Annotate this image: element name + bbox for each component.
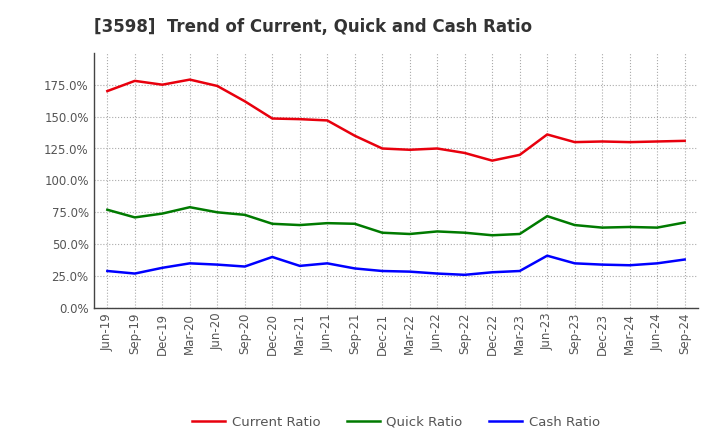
Quick Ratio: [186, 205, 194, 210]
Cash Ratio: [460, 272, 469, 278]
Current Ratio: [433, 146, 441, 151]
Quick Ratio: [378, 230, 387, 235]
Current Ratio: [516, 152, 524, 158]
Current Ratio: [323, 118, 332, 123]
Cash Ratio: [516, 268, 524, 274]
Cash Ratio: [378, 268, 387, 274]
Line: Cash Ratio: Cash Ratio: [107, 256, 685, 275]
Cash Ratio: [570, 260, 579, 266]
Quick Ratio: [295, 223, 304, 228]
Quick Ratio: [240, 212, 249, 217]
Cash Ratio: [543, 253, 552, 258]
Quick Ratio: [516, 231, 524, 237]
Cash Ratio: [680, 257, 689, 262]
Current Ratio: [405, 147, 414, 152]
Cash Ratio: [213, 262, 222, 267]
Current Ratio: [570, 139, 579, 145]
Current Ratio: [130, 78, 139, 84]
Cash Ratio: [186, 260, 194, 266]
Current Ratio: [460, 150, 469, 156]
Quick Ratio: [433, 229, 441, 234]
Quick Ratio: [543, 213, 552, 219]
Current Ratio: [626, 139, 634, 145]
Quick Ratio: [268, 221, 276, 227]
Quick Ratio: [405, 231, 414, 237]
Cash Ratio: [405, 269, 414, 274]
Quick Ratio: [598, 225, 606, 230]
Quick Ratio: [653, 225, 662, 230]
Current Ratio: [240, 99, 249, 104]
Cash Ratio: [626, 263, 634, 268]
Quick Ratio: [158, 211, 166, 216]
Quick Ratio: [323, 220, 332, 226]
Quick Ratio: [488, 233, 497, 238]
Current Ratio: [488, 158, 497, 163]
Legend: Current Ratio, Quick Ratio, Cash Ratio: Current Ratio, Quick Ratio, Cash Ratio: [187, 411, 605, 434]
Quick Ratio: [460, 230, 469, 235]
Cash Ratio: [323, 260, 332, 266]
Current Ratio: [158, 82, 166, 87]
Line: Quick Ratio: Quick Ratio: [107, 207, 685, 235]
Quick Ratio: [213, 210, 222, 215]
Quick Ratio: [680, 220, 689, 225]
Quick Ratio: [103, 207, 112, 213]
Current Ratio: [378, 146, 387, 151]
Line: Current Ratio: Current Ratio: [107, 80, 685, 161]
Current Ratio: [103, 88, 112, 94]
Quick Ratio: [570, 223, 579, 228]
Cash Ratio: [130, 271, 139, 276]
Cash Ratio: [295, 263, 304, 268]
Current Ratio: [268, 116, 276, 121]
Quick Ratio: [351, 221, 359, 227]
Cash Ratio: [433, 271, 441, 276]
Current Ratio: [186, 77, 194, 82]
Text: [3598]  Trend of Current, Quick and Cash Ratio: [3598] Trend of Current, Quick and Cash …: [94, 18, 532, 36]
Cash Ratio: [268, 254, 276, 260]
Current Ratio: [598, 139, 606, 144]
Cash Ratio: [653, 260, 662, 266]
Cash Ratio: [598, 262, 606, 267]
Cash Ratio: [351, 266, 359, 271]
Current Ratio: [653, 139, 662, 144]
Quick Ratio: [130, 215, 139, 220]
Current Ratio: [295, 117, 304, 122]
Cash Ratio: [488, 270, 497, 275]
Cash Ratio: [240, 264, 249, 269]
Current Ratio: [543, 132, 552, 137]
Current Ratio: [680, 138, 689, 143]
Current Ratio: [213, 83, 222, 88]
Quick Ratio: [626, 224, 634, 230]
Current Ratio: [351, 133, 359, 139]
Cash Ratio: [158, 265, 166, 271]
Cash Ratio: [103, 268, 112, 274]
